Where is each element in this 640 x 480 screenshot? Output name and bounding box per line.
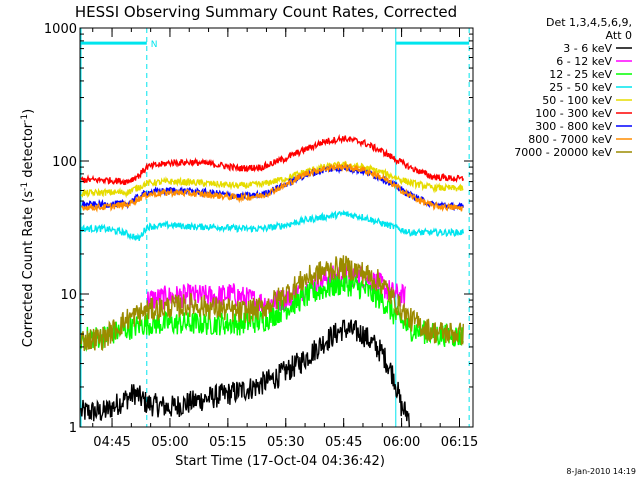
y-tick-label: 10 [60,288,77,303]
y-axis: 1 10 100 1000 [44,22,473,436]
legend-label-5: 100 - 300 keV [535,107,612,120]
plot-area: N 1 10 100 1000 04:45 05:00 05:15 05:30 05:45 06… [44,22,478,450]
x-tick-label: 04:45 [93,435,130,450]
x-tick-label: 05:30 [267,435,304,450]
legend-label-8: 7000 - 20000 keV [514,146,612,159]
y-tick-label: 1 [69,421,77,436]
series-line-8 [80,255,464,352]
legend-label-3: 25 - 50 keV [549,81,612,94]
x-axis-label: Start Time (17-Oct-04 04:36:42) [175,454,385,469]
y-tick-label: 1000 [44,22,77,37]
x-tick-label: 06:00 [383,435,420,450]
legend-header-line-1: Det 1,3,4,5,6,9, [546,16,632,29]
series-lines [80,133,464,428]
x-axis: 04:45 05:00 05:15 05:30 05:45 06:00 06:15 [92,28,478,450]
y-label-exp: -1 [20,182,30,191]
footer-date: 8-Jan-2010 14:19 [566,467,636,476]
y-label-prefix: Corrected Count Rate (s [21,191,36,348]
x-tick-label: 06:15 [441,435,478,450]
x-tick-label: 05:15 [209,435,246,450]
y-label-exp2: -1 [20,114,30,123]
series-line-7 [81,161,464,213]
legend-label-4: 50 - 100 keV [542,94,612,107]
series-line-3 [80,209,464,242]
x-tick-label: 05:45 [325,435,362,450]
night-marker-label: N [151,40,158,50]
y-label-suffix: ) [21,109,36,114]
legend-header-line-2: Att 0 [606,29,632,42]
series-line-4 [80,160,464,199]
plot-frame [79,27,474,428]
chart-title: HESSI Observing Summary Count Rates, Cor… [75,3,457,21]
legend-label-0: 3 - 6 keV [563,42,612,55]
legend-label-1: 6 - 12 keV [556,55,612,68]
y-label-mid: detector [21,122,36,182]
y-tick-label: 100 [52,155,77,170]
series-line-5 [80,133,464,186]
legend-label-2: 12 - 25 keV [549,68,612,81]
legend-label-6: 300 - 800 keV [535,120,612,133]
series-line-0 [80,319,410,428]
y-axis-label: Corrected Count Rate (s-1 detector-1) [20,109,36,347]
legend-label-7: 800 - 7000 keV [528,133,612,146]
x-tick-label: 05:00 [151,435,188,450]
